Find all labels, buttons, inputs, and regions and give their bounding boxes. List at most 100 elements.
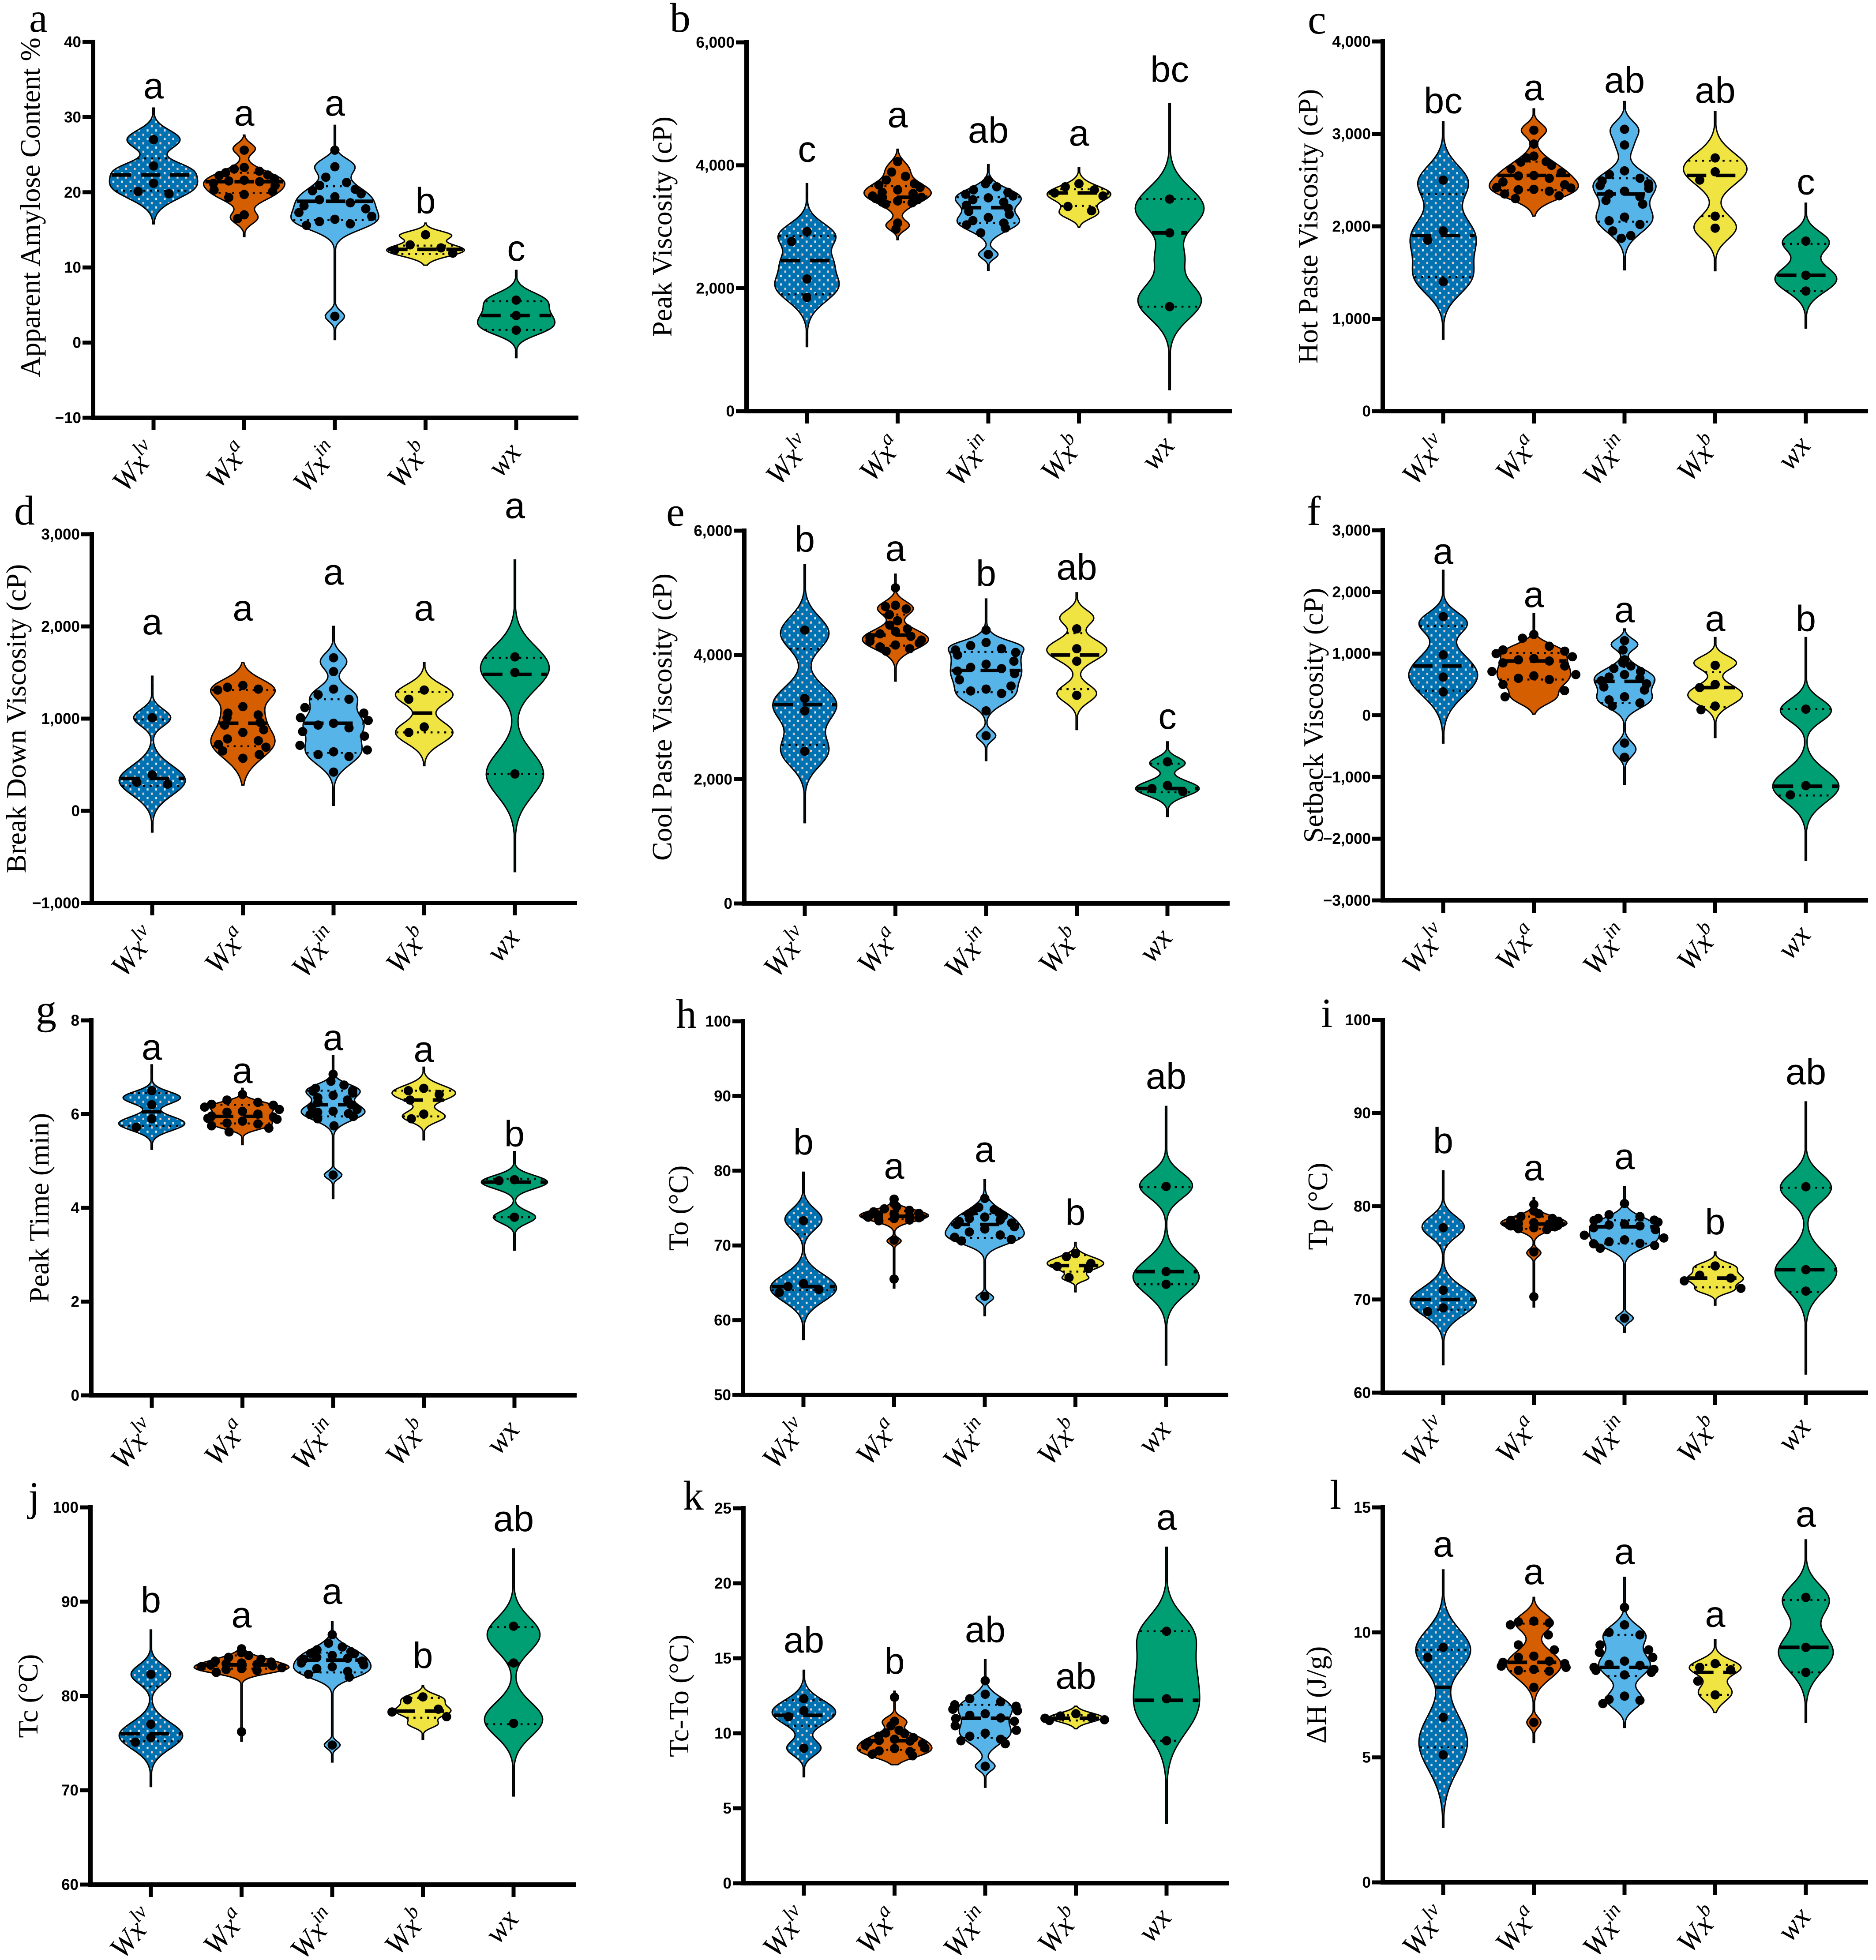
svg-text:10: 10	[714, 1725, 732, 1742]
svg-text:4,000: 4,000	[696, 157, 735, 174]
svg-text:ab: ab	[965, 1609, 1006, 1650]
svg-text:Cool Paste Viscosity (cP): Cool Paste Viscosity (cP)	[646, 573, 678, 861]
svg-text:0: 0	[723, 1875, 732, 1892]
svg-text:b: b	[413, 1635, 433, 1676]
svg-text:Tp (°C): Tp (°C)	[1302, 1163, 1333, 1250]
svg-text:d: d	[14, 488, 35, 534]
svg-text:a: a	[325, 82, 345, 124]
svg-text:e: e	[666, 489, 685, 535]
svg-text:Peak Time (min): Peak Time (min)	[23, 1113, 55, 1303]
svg-text:ab: ab	[493, 1498, 534, 1539]
svg-text:2,000: 2,000	[694, 771, 732, 788]
svg-text:ab: ab	[784, 1619, 824, 1660]
svg-text:ab: ab	[1695, 70, 1735, 111]
svg-text:b: b	[793, 1121, 814, 1162]
svg-text:20: 20	[64, 184, 81, 201]
svg-text:a: a	[885, 528, 906, 569]
svg-text:a: a	[414, 588, 435, 629]
svg-text:60: 60	[1354, 1384, 1371, 1402]
svg-text:b: b	[415, 180, 435, 221]
svg-text:100: 100	[53, 1499, 79, 1516]
svg-text:ab: ab	[1055, 1656, 1096, 1697]
svg-text:15: 15	[1354, 1499, 1371, 1516]
svg-text:−3,000: −3,000	[1323, 892, 1371, 909]
svg-text:c: c	[798, 129, 816, 170]
svg-text:−1,000: −1,000	[32, 895, 80, 912]
svg-text:100: 100	[705, 1013, 731, 1030]
svg-text:a: a	[1523, 67, 1544, 108]
svg-text:90: 90	[61, 1593, 79, 1611]
svg-text:50: 50	[714, 1387, 731, 1404]
svg-text:0: 0	[71, 1387, 79, 1404]
svg-text:2,000: 2,000	[1332, 218, 1371, 235]
svg-text:70: 70	[1354, 1291, 1371, 1308]
svg-text:a: a	[1705, 1593, 1726, 1634]
svg-text:g: g	[36, 987, 56, 1033]
svg-text:a: a	[142, 601, 163, 642]
svg-text:20: 20	[714, 1575, 732, 1592]
svg-text:To (°C): To (°C)	[663, 1166, 694, 1251]
svg-text:c: c	[1158, 696, 1177, 737]
svg-text:6,000: 6,000	[694, 522, 732, 540]
svg-text:a: a	[1433, 531, 1454, 572]
svg-text:−1,000: −1,000	[1323, 768, 1371, 786]
svg-text:0: 0	[1362, 403, 1371, 420]
svg-text:a: a	[142, 1027, 162, 1068]
svg-text:−10: −10	[55, 409, 81, 427]
svg-text:a: a	[1523, 574, 1544, 615]
svg-text:100: 100	[1345, 1012, 1371, 1029]
svg-text:4,000: 4,000	[694, 647, 732, 664]
svg-text:ab: ab	[1146, 1056, 1186, 1097]
svg-text:1,000: 1,000	[41, 710, 80, 727]
svg-text:Break Down Viscosity (cP): Break Down Viscosity (cP)	[0, 564, 32, 873]
svg-text:h: h	[676, 991, 697, 1037]
svg-text:Peak Viscosity (cP): Peak Viscosity (cP)	[646, 116, 678, 337]
svg-text:5: 5	[1362, 1749, 1371, 1766]
svg-text:b: b	[141, 1579, 161, 1620]
svg-text:c: c	[1797, 161, 1815, 202]
svg-text:−2,000: −2,000	[1323, 830, 1371, 847]
svg-text:a: a	[233, 588, 253, 629]
svg-text:l: l	[1330, 1472, 1341, 1518]
svg-text:a: a	[232, 1050, 253, 1091]
svg-text:a: a	[1433, 1524, 1454, 1565]
svg-text:3,000: 3,000	[1332, 522, 1371, 539]
svg-text:b: b	[1705, 1201, 1725, 1242]
svg-text:0: 0	[724, 895, 732, 912]
svg-text:2: 2	[71, 1293, 79, 1311]
svg-text:60: 60	[714, 1312, 731, 1329]
svg-text:90: 90	[1354, 1105, 1371, 1122]
svg-text:bc: bc	[1150, 49, 1189, 90]
svg-text:25: 25	[714, 1500, 732, 1517]
svg-text:a: a	[1614, 1136, 1635, 1177]
svg-text:ab: ab	[1604, 60, 1645, 101]
svg-text:f: f	[1307, 488, 1321, 534]
svg-text:40: 40	[64, 34, 81, 51]
svg-text:ab: ab	[1056, 547, 1097, 588]
svg-text:2,000: 2,000	[1332, 584, 1371, 601]
svg-text:a: a	[1156, 1496, 1177, 1537]
svg-text:15: 15	[714, 1650, 732, 1667]
svg-text:90: 90	[714, 1087, 731, 1105]
svg-text:a: a	[884, 1145, 904, 1186]
svg-text:3,000: 3,000	[41, 526, 80, 543]
svg-text:6,000: 6,000	[696, 34, 735, 51]
svg-text:a: a	[231, 1594, 252, 1635]
svg-text:k: k	[683, 1473, 704, 1519]
svg-text:a: a	[1523, 1147, 1544, 1188]
svg-text:30: 30	[64, 109, 81, 126]
svg-text:c: c	[507, 228, 525, 269]
svg-text:0: 0	[71, 802, 80, 820]
svg-text:a: a	[1614, 589, 1635, 630]
svg-text:Hot Paste Viscosity (cP): Hot Paste Viscosity (cP)	[1292, 89, 1324, 364]
svg-text:3,000: 3,000	[1332, 126, 1371, 143]
svg-text:a: a	[505, 485, 525, 526]
svg-text:b: b	[670, 0, 690, 41]
svg-text:8: 8	[71, 1012, 79, 1029]
svg-text:5: 5	[723, 1800, 732, 1817]
svg-text:a: a	[29, 0, 48, 41]
svg-text:b: b	[795, 519, 815, 560]
svg-text:a: a	[1614, 1531, 1635, 1572]
svg-text:a: a	[1523, 1551, 1544, 1592]
svg-text:c: c	[1308, 0, 1326, 43]
